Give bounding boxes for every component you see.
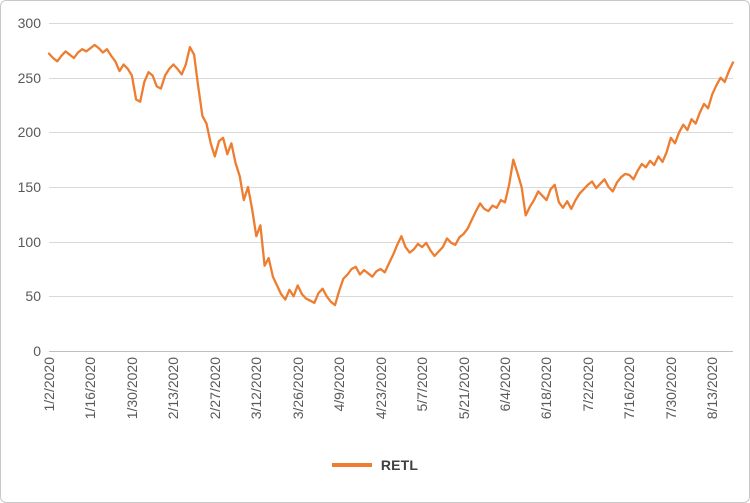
x-axis-label: 1/30/2020	[123, 357, 140, 420]
x-axis-label: 6/4/2020	[497, 357, 513, 412]
legend: RETL	[1, 457, 749, 473]
y-axis-label: 150	[17, 179, 41, 195]
x-axis-label: 1/16/2020	[82, 357, 99, 420]
retl-series-line	[47, 43, 735, 307]
x-axis-label: 1/2/2020	[41, 357, 57, 412]
x-axis-label: 3/12/2020	[248, 357, 265, 420]
x-axis-label: 2/13/2020	[165, 357, 182, 420]
x-axis-label: 5/21/2020	[455, 357, 472, 420]
x-axis-label: 4/23/2020	[372, 357, 389, 420]
x-axis-label: 2/27/2020	[206, 357, 223, 420]
y-axis-label: 0	[33, 343, 41, 359]
x-axis-label: 7/30/2020	[662, 357, 679, 420]
x-axis-label: 6/18/2020	[538, 357, 555, 420]
y-axis-label: 200	[17, 124, 41, 141]
y-axis-label: 100	[17, 233, 41, 250]
y-axis-label: 300	[17, 15, 41, 31]
legend-label-retl: RETL	[380, 457, 419, 473]
x-axis-label: 5/7/2020	[414, 357, 431, 412]
x-axis-label: 4/9/2020	[331, 357, 348, 412]
y-axis-label: 250	[17, 69, 41, 86]
x-axis-label: 7/16/2020	[621, 357, 638, 420]
y-axis-label: 50	[25, 288, 41, 305]
legend-line-retl	[331, 463, 372, 467]
x-axis-label: 3/26/2020	[289, 357, 306, 420]
x-axis-label: 7/2/2020	[579, 357, 596, 412]
x-axis-label: 8/13/2020	[704, 357, 721, 420]
